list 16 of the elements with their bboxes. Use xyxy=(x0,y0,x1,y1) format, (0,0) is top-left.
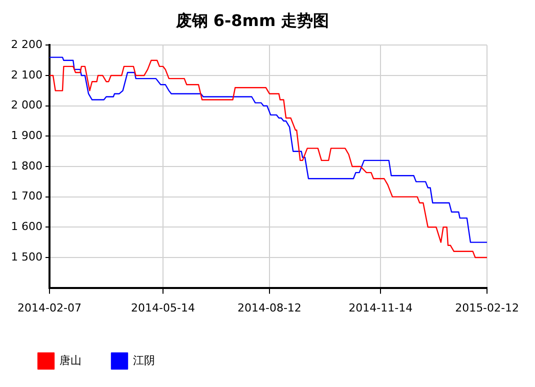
y-tick-label: 1 500 xyxy=(10,250,42,264)
x-tick-label: 2014-02-07 xyxy=(18,301,82,314)
legend-label: 江阴 xyxy=(133,354,155,367)
x-tick-label: 2014-05-14 xyxy=(131,301,195,314)
y-tick-label: 2 100 xyxy=(10,68,42,82)
y-tick-label: 2 000 xyxy=(10,98,42,112)
y-tick-label: 2 200 xyxy=(10,38,42,52)
x-tick-label: 2015-02-12 xyxy=(455,301,520,314)
legend-label: 唐山 xyxy=(60,354,82,367)
y-tick-label: 1 600 xyxy=(10,220,42,234)
x-tick-label: 2014-08-12 xyxy=(237,301,302,314)
x-tick-label: 2014-11-14 xyxy=(348,301,413,314)
y-tick-label: 1 800 xyxy=(10,159,42,172)
y-tick-label: 1 900 xyxy=(10,129,42,142)
chart-title: 废钢 6-8mm 走势图 xyxy=(174,10,330,30)
y-tick-label: 1 700 xyxy=(10,190,42,203)
